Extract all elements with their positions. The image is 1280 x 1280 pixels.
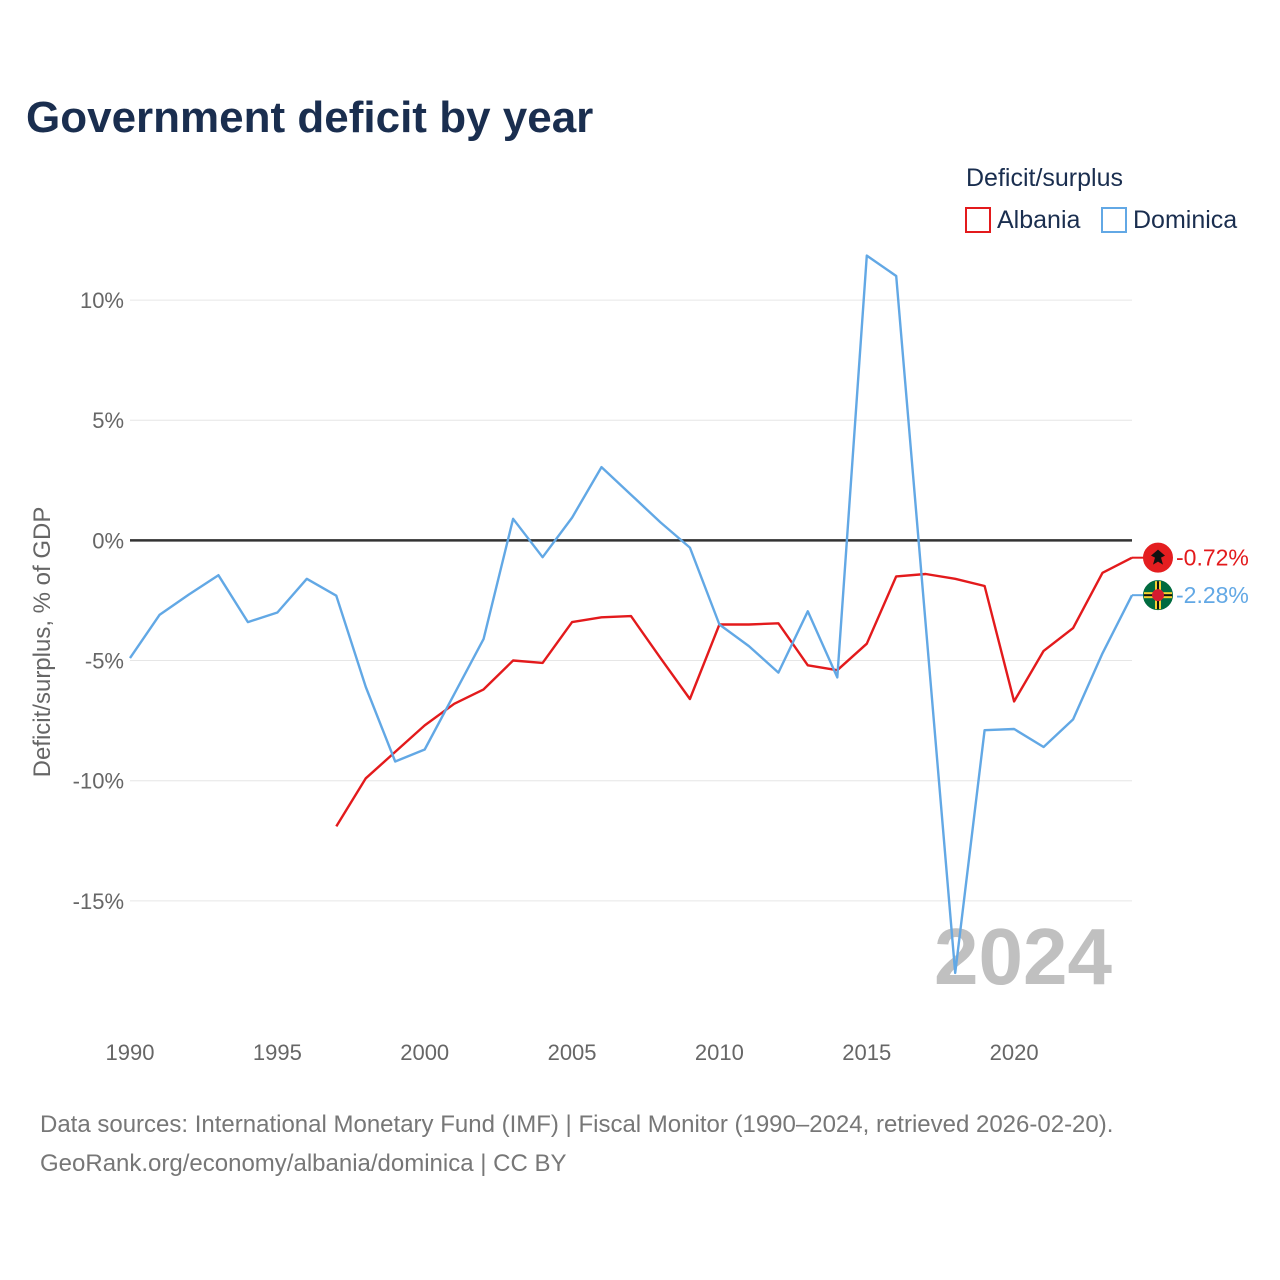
legend-title: Deficit/surplus	[966, 164, 1123, 192]
x-tick-label: 2015	[842, 1040, 891, 1065]
source-line-2[interactable]: GeoRank.org/economy/albania/dominica | C…	[40, 1150, 567, 1177]
dominica-flag-disc	[1152, 589, 1164, 602]
gridlines	[130, 299, 1132, 902]
year-watermark: 2024	[934, 912, 1112, 1001]
x-axis-ticks: 1990 1995 2000 2005 2010 2015 2020	[106, 1040, 1039, 1065]
end-markers: -0.72% -2.28%	[1132, 542, 1249, 611]
x-tick-label: 2010	[695, 1040, 744, 1065]
y-axis-ticks: 10% 5% 0% -5% -10% -15%	[73, 288, 124, 914]
x-tick-label: 2005	[548, 1040, 597, 1065]
legend-swatch-dominica	[1101, 207, 1127, 233]
y-tick-label: 5%	[92, 408, 124, 433]
chart-title: Government deficit by year	[26, 93, 593, 142]
y-tick-label: -5%	[85, 649, 124, 674]
y-tick-label: 0%	[92, 528, 124, 553]
x-tick-label: 1990	[106, 1040, 155, 1065]
source-line-1: Data sources: International Monetary Fun…	[40, 1111, 1113, 1138]
y-tick-label: -15%	[73, 889, 124, 914]
x-tick-label: 2000	[400, 1040, 449, 1065]
series-line-dominica[interactable]	[129, 254, 1134, 975]
legend: Deficit/surplus Albania Dominica	[965, 164, 1237, 234]
y-tick-label: -10%	[73, 769, 124, 794]
x-tick-label: 2020	[990, 1040, 1039, 1065]
legend-item-dominica[interactable]: Dominica	[1101, 206, 1237, 234]
series-line-albania[interactable]	[335, 556, 1133, 828]
legend-label-albania: Albania	[997, 206, 1080, 234]
legend-label-dominica: Dominica	[1133, 206, 1237, 234]
y-axis-label: Deficit/surplus, % of GDP	[29, 507, 56, 778]
y-tick-label: 10%	[80, 288, 124, 313]
legend-swatch-albania	[965, 207, 991, 233]
albania-eagle-icon	[1151, 549, 1165, 565]
series-lines	[129, 254, 1134, 975]
legend-item-albania[interactable]: Albania	[965, 206, 1080, 234]
end-value-label-albania: -0.72%	[1176, 545, 1249, 571]
x-tick-label: 1995	[253, 1040, 302, 1065]
end-value-label-dominica: -2.28%	[1176, 582, 1249, 608]
